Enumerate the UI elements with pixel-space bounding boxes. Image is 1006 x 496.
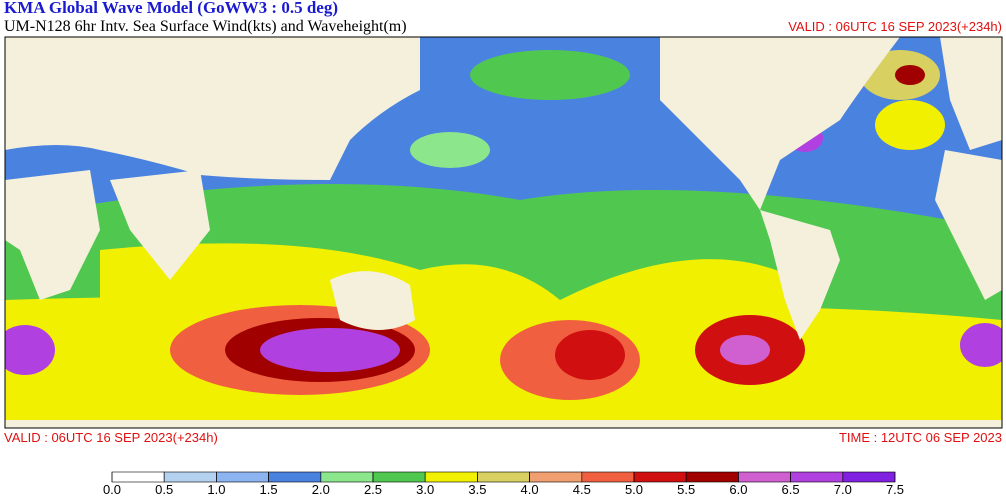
colorbar: 0.0 0.5 1.0 1.5 2.0 2.5 3.0 3.5 4.0 4.5 5.0 5.5 6.0 6…	[103, 471, 904, 496]
tick-label: 4.5	[573, 482, 591, 496]
color-swatch	[216, 471, 269, 483]
tick-label: 7.0	[834, 482, 852, 496]
title: KMA Global Wave Model (GoWW3 : 0.5 deg)	[4, 0, 338, 17]
tick-label: 6.5	[782, 482, 800, 496]
tick-label: 7.5	[886, 482, 904, 496]
subtitle: UM-N128 6hr Intv. Sea Surface Wind(kts) …	[4, 18, 407, 35]
tick-label: 0.5	[155, 482, 173, 496]
color-swatch	[424, 471, 478, 483]
time: TIME : 12UTC 06 SEP 2023	[839, 430, 1002, 445]
tick-label: 5.5	[677, 482, 695, 496]
color-swatch	[372, 471, 426, 483]
map	[4, 36, 1003, 429]
color-swatch	[685, 471, 739, 483]
tick-label: 6.0	[729, 482, 747, 496]
color-swatch	[633, 471, 687, 483]
tick-label: 3.5	[468, 482, 486, 496]
tick-label: 3.0	[416, 482, 434, 496]
color-swatch	[790, 471, 844, 483]
valid-top: VALID : 06UTC 16 SEP 2023(+234h)	[788, 19, 1002, 34]
tick-label: 4.0	[521, 482, 539, 496]
tick-label: 5.0	[625, 482, 643, 496]
color-swatch	[581, 471, 635, 483]
tick-label: 1.0	[207, 482, 225, 496]
color-swatch	[477, 471, 530, 483]
tick-label: 1.5	[260, 482, 278, 496]
color-swatch	[842, 471, 896, 483]
color-swatch	[268, 471, 322, 483]
color-swatch	[738, 471, 791, 483]
color-swatch	[163, 471, 217, 483]
valid-bottom: VALID : 06UTC 16 SEP 2023(+234h)	[4, 430, 218, 445]
color-swatch	[529, 471, 583, 483]
tick-label: 2.0	[312, 482, 330, 496]
color-swatch	[320, 471, 374, 483]
tick-label: 2.5	[364, 482, 382, 496]
color-swatch	[111, 471, 165, 483]
tick-label: 0.0	[103, 482, 121, 496]
